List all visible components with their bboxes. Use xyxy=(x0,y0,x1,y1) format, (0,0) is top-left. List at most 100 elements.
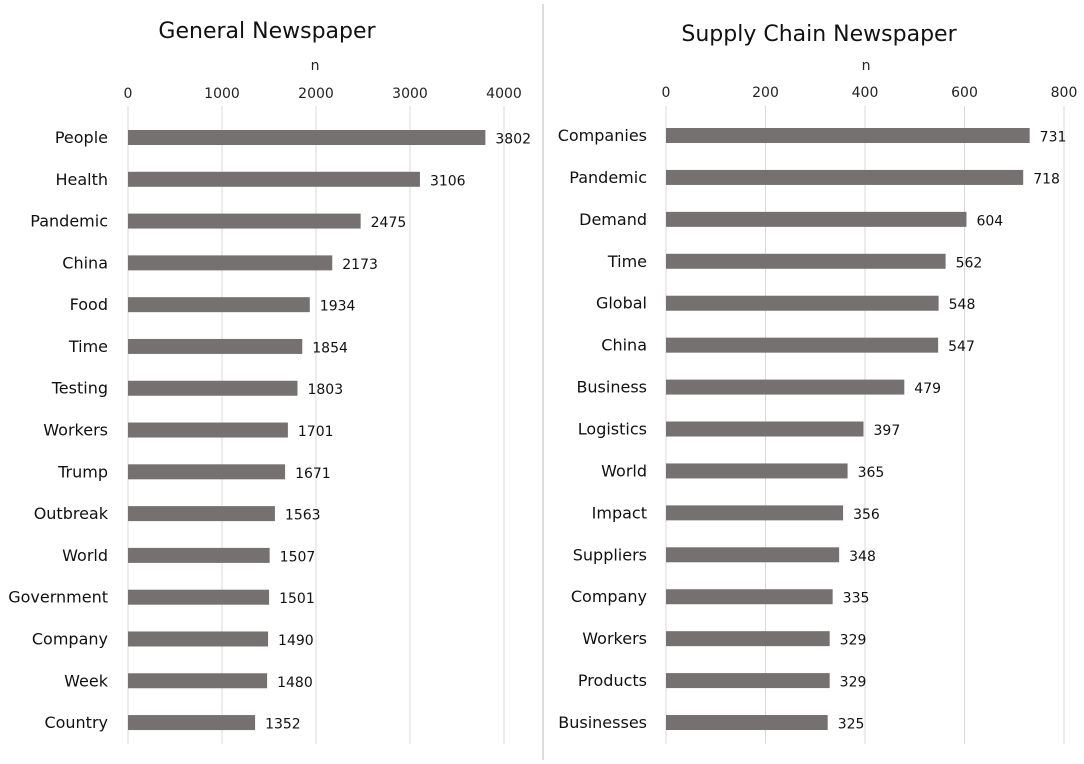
data-label: 325 xyxy=(838,717,865,733)
category-label: World xyxy=(62,546,108,565)
bar xyxy=(128,673,268,689)
bar xyxy=(666,631,830,647)
data-label: 1701 xyxy=(298,424,334,440)
chart-title-supply-chain: Supply Chain Newspaper xyxy=(681,22,957,47)
bar xyxy=(666,128,1030,143)
data-label: 604 xyxy=(976,213,1003,229)
x-tick-label: 600 xyxy=(951,85,978,101)
x-tick-label: 800 xyxy=(1051,85,1078,101)
data-label: 718 xyxy=(1033,171,1060,187)
bar xyxy=(666,547,840,563)
category-label: World xyxy=(601,461,647,480)
data-label: 1501 xyxy=(279,591,315,607)
bar xyxy=(666,421,864,437)
bar xyxy=(666,169,1024,185)
data-label: 3106 xyxy=(430,173,466,189)
category-label: Companies xyxy=(558,126,647,145)
x-tick-label: 1000 xyxy=(204,86,240,102)
data-label: 731 xyxy=(1040,130,1067,146)
category-label: China xyxy=(62,253,108,272)
data-label: 1507 xyxy=(280,549,316,565)
bar xyxy=(128,422,288,438)
category-label: Business xyxy=(576,378,647,397)
data-label: 548 xyxy=(949,297,976,313)
category-label: Demand xyxy=(579,210,647,229)
x-axis-label-general: n xyxy=(311,58,320,74)
bar xyxy=(666,589,833,605)
data-label: 479 xyxy=(914,381,941,397)
category-label: Time xyxy=(68,337,108,356)
data-label: 348 xyxy=(849,549,876,565)
data-label: 1563 xyxy=(285,508,321,524)
data-label: 397 xyxy=(874,423,901,439)
data-label: 356 xyxy=(853,507,880,523)
x-tick-label: 2000 xyxy=(298,86,334,102)
bar xyxy=(128,631,269,647)
data-label: 1352 xyxy=(265,717,301,733)
data-label: 329 xyxy=(840,675,867,691)
category-label: Workers xyxy=(582,629,647,648)
x-tick-label: 0 xyxy=(662,85,671,101)
category-label: Week xyxy=(64,671,109,690)
bar xyxy=(128,338,303,354)
bar xyxy=(666,379,905,395)
x-tick-label: 3000 xyxy=(392,86,428,102)
data-label: 1480 xyxy=(277,675,313,691)
category-label: People xyxy=(55,128,108,147)
bar xyxy=(128,589,270,605)
x-axis-label-supply-chain: n xyxy=(862,58,871,74)
category-label: Health xyxy=(55,170,108,189)
bar xyxy=(128,171,420,187)
data-label: 329 xyxy=(840,633,867,649)
general-newspaper-panel: General Newspaper n 0 1000 2000 3000 4000 Peo… xyxy=(8,19,531,744)
bar xyxy=(666,211,967,227)
data-label: 1490 xyxy=(278,633,314,649)
bar xyxy=(128,547,270,563)
bar xyxy=(666,673,830,689)
data-label: 1671 xyxy=(295,466,331,482)
bar xyxy=(666,295,939,311)
category-label: Trump xyxy=(57,462,108,481)
category-label: Outbreak xyxy=(34,504,109,523)
category-label: Global xyxy=(596,294,647,313)
bar xyxy=(666,715,828,731)
bar xyxy=(128,506,275,522)
x-tick-label: 4000 xyxy=(486,86,522,102)
x-tick-label: 400 xyxy=(852,85,879,101)
category-label: Company xyxy=(32,629,108,648)
data-label: 365 xyxy=(858,465,885,481)
bar xyxy=(128,715,256,731)
category-label: Products xyxy=(578,671,647,690)
category-label: Testing xyxy=(51,379,108,398)
data-label: 2475 xyxy=(371,215,407,231)
bar xyxy=(128,297,310,313)
data-label: 2173 xyxy=(342,257,378,273)
category-label: Logistics xyxy=(578,420,647,439)
category-label: Pandemic xyxy=(30,212,108,231)
data-label: 335 xyxy=(843,591,870,607)
category-label: Pandemic xyxy=(569,168,647,187)
bar xyxy=(666,337,939,353)
data-label: 562 xyxy=(956,255,983,271)
bar xyxy=(128,213,361,229)
category-label: China xyxy=(601,336,647,355)
bar xyxy=(128,130,486,145)
bar xyxy=(666,505,844,521)
supply-chain-newspaper-panel: Supply Chain Newspaper n 0 200 400 600 800 Co… xyxy=(558,22,1078,744)
category-label: Impact xyxy=(592,503,647,522)
category-label: Time xyxy=(607,252,647,271)
category-label: Government xyxy=(8,588,108,607)
data-label: 3802 xyxy=(495,132,531,148)
bar xyxy=(128,464,286,480)
bar xyxy=(666,253,946,269)
category-label: Suppliers xyxy=(573,545,647,564)
category-label: Food xyxy=(70,295,108,314)
x-tick-label: 200 xyxy=(752,85,779,101)
data-label: 1934 xyxy=(320,299,356,315)
category-label: Businesses xyxy=(558,713,647,732)
x-tick-label: 0 xyxy=(124,86,133,102)
data-label: 1803 xyxy=(307,382,343,398)
category-label: Workers xyxy=(43,421,108,440)
bar xyxy=(666,463,848,479)
